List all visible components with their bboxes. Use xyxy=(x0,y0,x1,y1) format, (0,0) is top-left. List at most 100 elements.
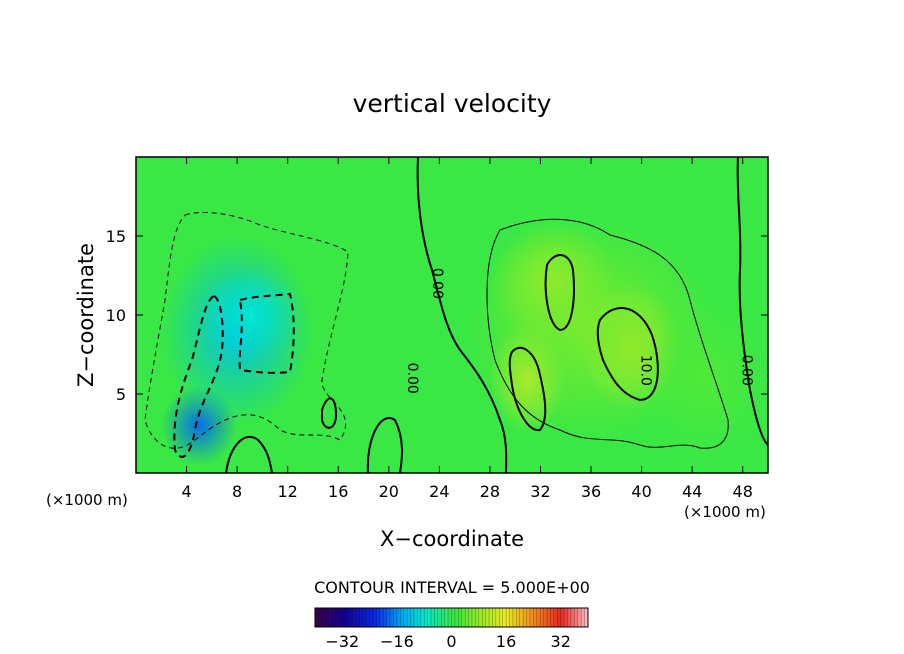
colorbar-cell xyxy=(379,608,384,627)
y-axis-ticks: 5 10 15 xyxy=(106,227,768,404)
colorbar-cell xyxy=(574,608,579,627)
colorbar-cell xyxy=(454,608,459,627)
colorbar-cell xyxy=(506,608,510,627)
colorbar-cell xyxy=(570,608,575,627)
contour-positive-inner-b xyxy=(508,346,547,432)
contour-negative-column xyxy=(173,294,224,458)
colorbar-cell xyxy=(540,608,544,627)
colorbar-cell xyxy=(468,608,473,627)
colorbar-cell xyxy=(318,608,323,627)
colorbar-cell xyxy=(345,608,350,627)
contour-label: 0.00 xyxy=(739,355,755,386)
colorbar-cell xyxy=(410,608,415,627)
contour-small-pos xyxy=(321,397,338,429)
colorbar-cell xyxy=(427,608,432,627)
colorbar-cell xyxy=(471,608,476,627)
colorbar-cell xyxy=(400,608,405,627)
colorbar-tick-label: 16 xyxy=(496,632,516,651)
colorbar-cell xyxy=(461,608,466,627)
colorbar-cell xyxy=(396,608,401,627)
colorbar-cell xyxy=(458,608,463,627)
x-tick-label: 36 xyxy=(581,482,601,501)
colorbar-cell xyxy=(529,608,534,627)
colorbar-cell xyxy=(441,608,445,627)
colorbar-cell xyxy=(489,608,493,627)
colorbar-tick-label: −16 xyxy=(380,632,414,651)
contour-negative-outer xyxy=(144,211,349,449)
heatmap-field: 0.00 0.00 10.0 0.00 xyxy=(136,157,768,473)
y-tick-label: 10 xyxy=(106,306,126,325)
colorbar-cell xyxy=(434,608,439,627)
colorbar-cell xyxy=(567,608,572,627)
x-tick-label: 4 xyxy=(181,482,191,501)
contour-labels: 0.00 0.00 10.0 0.00 xyxy=(404,268,755,394)
colorbar-cell xyxy=(448,608,452,627)
colorbar-cell xyxy=(328,608,333,627)
colorbar-cell xyxy=(325,608,329,627)
heatmap-blobs xyxy=(161,220,768,466)
colorbar-cell xyxy=(516,608,521,627)
colorbar-cell xyxy=(444,608,449,627)
colorbar-cell xyxy=(407,608,411,627)
colorbar-cell xyxy=(338,608,343,627)
x-tick-label: 44 xyxy=(682,482,702,501)
colorbar-cell xyxy=(366,608,370,627)
colorbar-cell xyxy=(512,608,517,627)
colorbar-cell xyxy=(383,608,387,627)
contour-positive-inner-a xyxy=(544,254,575,332)
contour-label: 10.0 xyxy=(638,355,654,386)
x-tick-label: 20 xyxy=(379,482,399,501)
colorbar-cell xyxy=(413,608,418,627)
colorbar-cell xyxy=(475,608,480,627)
x-tick-label: 24 xyxy=(429,482,449,501)
colorbar-cell xyxy=(420,608,425,627)
colorbar-cell xyxy=(577,608,582,627)
colorbar-cell xyxy=(526,608,531,627)
colorbar-cell xyxy=(536,608,541,627)
x-tick-label: 32 xyxy=(530,482,550,501)
colorbar-frame xyxy=(314,607,589,628)
colorbar-cell xyxy=(390,608,394,627)
colorbar-cell xyxy=(478,608,483,627)
colorbar-cell xyxy=(355,608,360,627)
y-tick-label: 15 xyxy=(106,227,126,246)
contour-zero-right xyxy=(736,157,768,446)
colorbar-cell xyxy=(465,608,469,627)
contour-positive-outer xyxy=(486,218,729,449)
colorbar-cell xyxy=(373,608,377,627)
colorbar-cell xyxy=(376,608,381,627)
colorbar-cell xyxy=(359,608,364,627)
colorbar-cell xyxy=(523,608,527,627)
x-axis-label: X−coordinate xyxy=(380,527,524,551)
colorbar-cell xyxy=(349,608,353,627)
colorbar-cell xyxy=(557,608,561,627)
colorbar-cell xyxy=(362,608,367,627)
colorbar-cell xyxy=(509,608,514,627)
colorbar-cell xyxy=(332,608,336,627)
contour-interval-label: CONTOUR INTERVAL = 5.000E+00 xyxy=(314,578,590,597)
colorbar-cell xyxy=(547,608,551,627)
contour-zero-center xyxy=(416,157,508,473)
colorbar-cell xyxy=(431,608,435,627)
colorbar-cell xyxy=(482,608,486,627)
colorbar-ticks: −32 −16 0 16 32 xyxy=(325,632,570,651)
colorbar-cell xyxy=(550,608,555,627)
colorbar-cell xyxy=(342,608,347,627)
contour-bottom-lobe-2 xyxy=(366,417,403,473)
colorbar-cell xyxy=(499,608,503,627)
contour-label: 0.00 xyxy=(429,268,445,299)
colorbar-cell xyxy=(417,608,422,627)
colorbar-cell xyxy=(352,608,357,627)
colorbar-cell xyxy=(451,608,456,627)
x-tick-label: 16 xyxy=(328,482,348,501)
colorbar-cell xyxy=(321,608,326,627)
colorbar-tick-label: 0 xyxy=(446,632,456,651)
x-tick-label: 48 xyxy=(733,482,753,501)
colorbar-cell xyxy=(492,608,497,627)
colorbar-cell xyxy=(581,608,585,627)
x-axis-ticks: 4 8 12 16 20 24 28 32 36 40 44 48 xyxy=(181,157,753,501)
colorbar-cell xyxy=(495,608,500,627)
x-tick-label: 28 xyxy=(480,482,500,501)
colorbar-cell xyxy=(403,608,408,627)
